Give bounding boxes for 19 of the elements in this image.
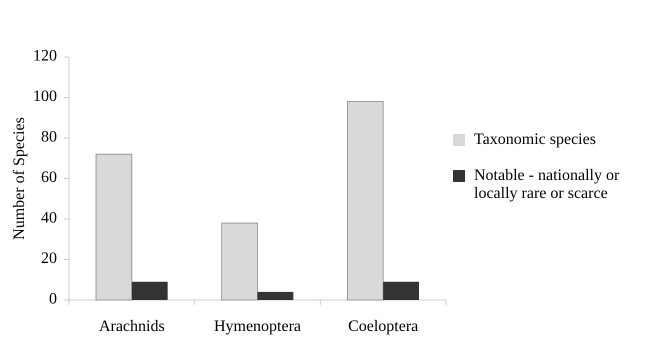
y-tick-label: 100 [33,88,57,106]
y-tick-label: 80 [41,128,57,146]
bar [132,282,168,300]
legend-label: Notable - nationally or locally rare or scarce [474,166,620,202]
y-tick-label: 120 [33,48,57,65]
bar [96,154,132,300]
y-tick-label: 0 [49,290,57,308]
x-tick-label: Coeloptera [348,318,418,335]
bar [383,282,419,300]
bar [346,101,384,300]
bar [221,222,258,300]
x-tick-label: Hymenoptera [214,318,302,335]
bar [258,292,294,300]
y-tick-label: 40 [41,210,57,227]
y-tick-label: 60 [41,169,57,186]
y-axis-title: Number of Species [11,117,28,240]
y-tick-label: 20 [41,250,57,268]
legend-label: Taxonomic species [474,130,596,148]
x-tick-label: Arachnids [98,318,165,335]
